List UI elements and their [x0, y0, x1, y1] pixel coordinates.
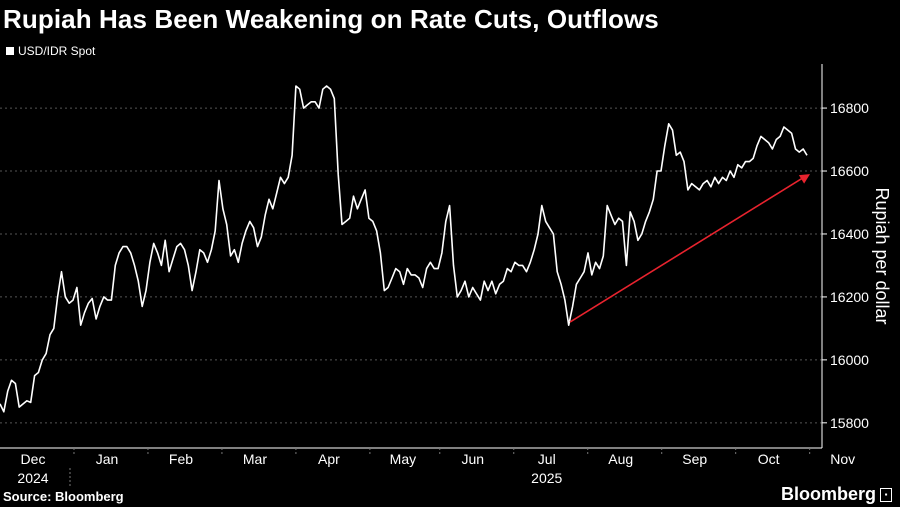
y-tick-label: 16800	[830, 100, 869, 116]
x-tick-label: Apr	[318, 451, 340, 467]
x-tick-label: Oct	[758, 451, 780, 467]
x-tick-label: Jun	[461, 451, 484, 467]
x-year-label: 2024	[17, 470, 48, 486]
x-tick-label: Sep	[682, 451, 707, 467]
grid	[0, 107, 822, 424]
y-axis: 15800 16000 16200 16400 16600 16800 Rupiah per…	[821, 64, 892, 448]
y-tick-label: 15800	[830, 415, 869, 431]
x-year-label: 2025	[531, 470, 562, 486]
trend-arrow-head	[798, 174, 810, 184]
x-tick-label: Mar	[243, 451, 267, 467]
legend-swatch	[6, 47, 14, 55]
y-tick-label: 16600	[830, 163, 869, 179]
y-axis-title: Rupiah per dollar	[872, 187, 892, 324]
brand-logo: Bloomberg ▪	[781, 484, 892, 505]
y-tick-label: 16000	[830, 352, 869, 368]
x-axis: Dec Jan Feb Mar Apr May Jun Jul Aug Sep Oct Nov 2024…	[0, 447, 855, 486]
trend-arrow-line	[569, 176, 805, 323]
x-tick-label: Feb	[169, 451, 193, 467]
x-tick-label: May	[390, 451, 416, 467]
brand-name: Bloomberg	[780, 484, 876, 504]
x-tick-label: Nov	[830, 451, 855, 467]
x-tick-label: Jan	[96, 451, 119, 467]
y-tick-label: 16200	[830, 289, 869, 305]
chart-title: Rupiah Has Been Weakening on Rate Cuts, …	[3, 4, 659, 34]
x-tick-label: Aug	[608, 451, 633, 467]
annotation-layer	[569, 174, 810, 323]
y-tick-label: 16400	[830, 226, 869, 242]
source-note: Source: Bloomberg	[3, 489, 124, 504]
x-tick-label: Jul	[538, 451, 556, 467]
bloomberg-icon: ▪	[880, 487, 892, 502]
legend: USD/IDR Spot	[6, 44, 95, 58]
legend-label: USD/IDR Spot	[18, 44, 96, 58]
series-layer	[0, 85, 808, 413]
x-tick-label: Dec	[21, 451, 46, 467]
series-line	[0, 85, 808, 413]
